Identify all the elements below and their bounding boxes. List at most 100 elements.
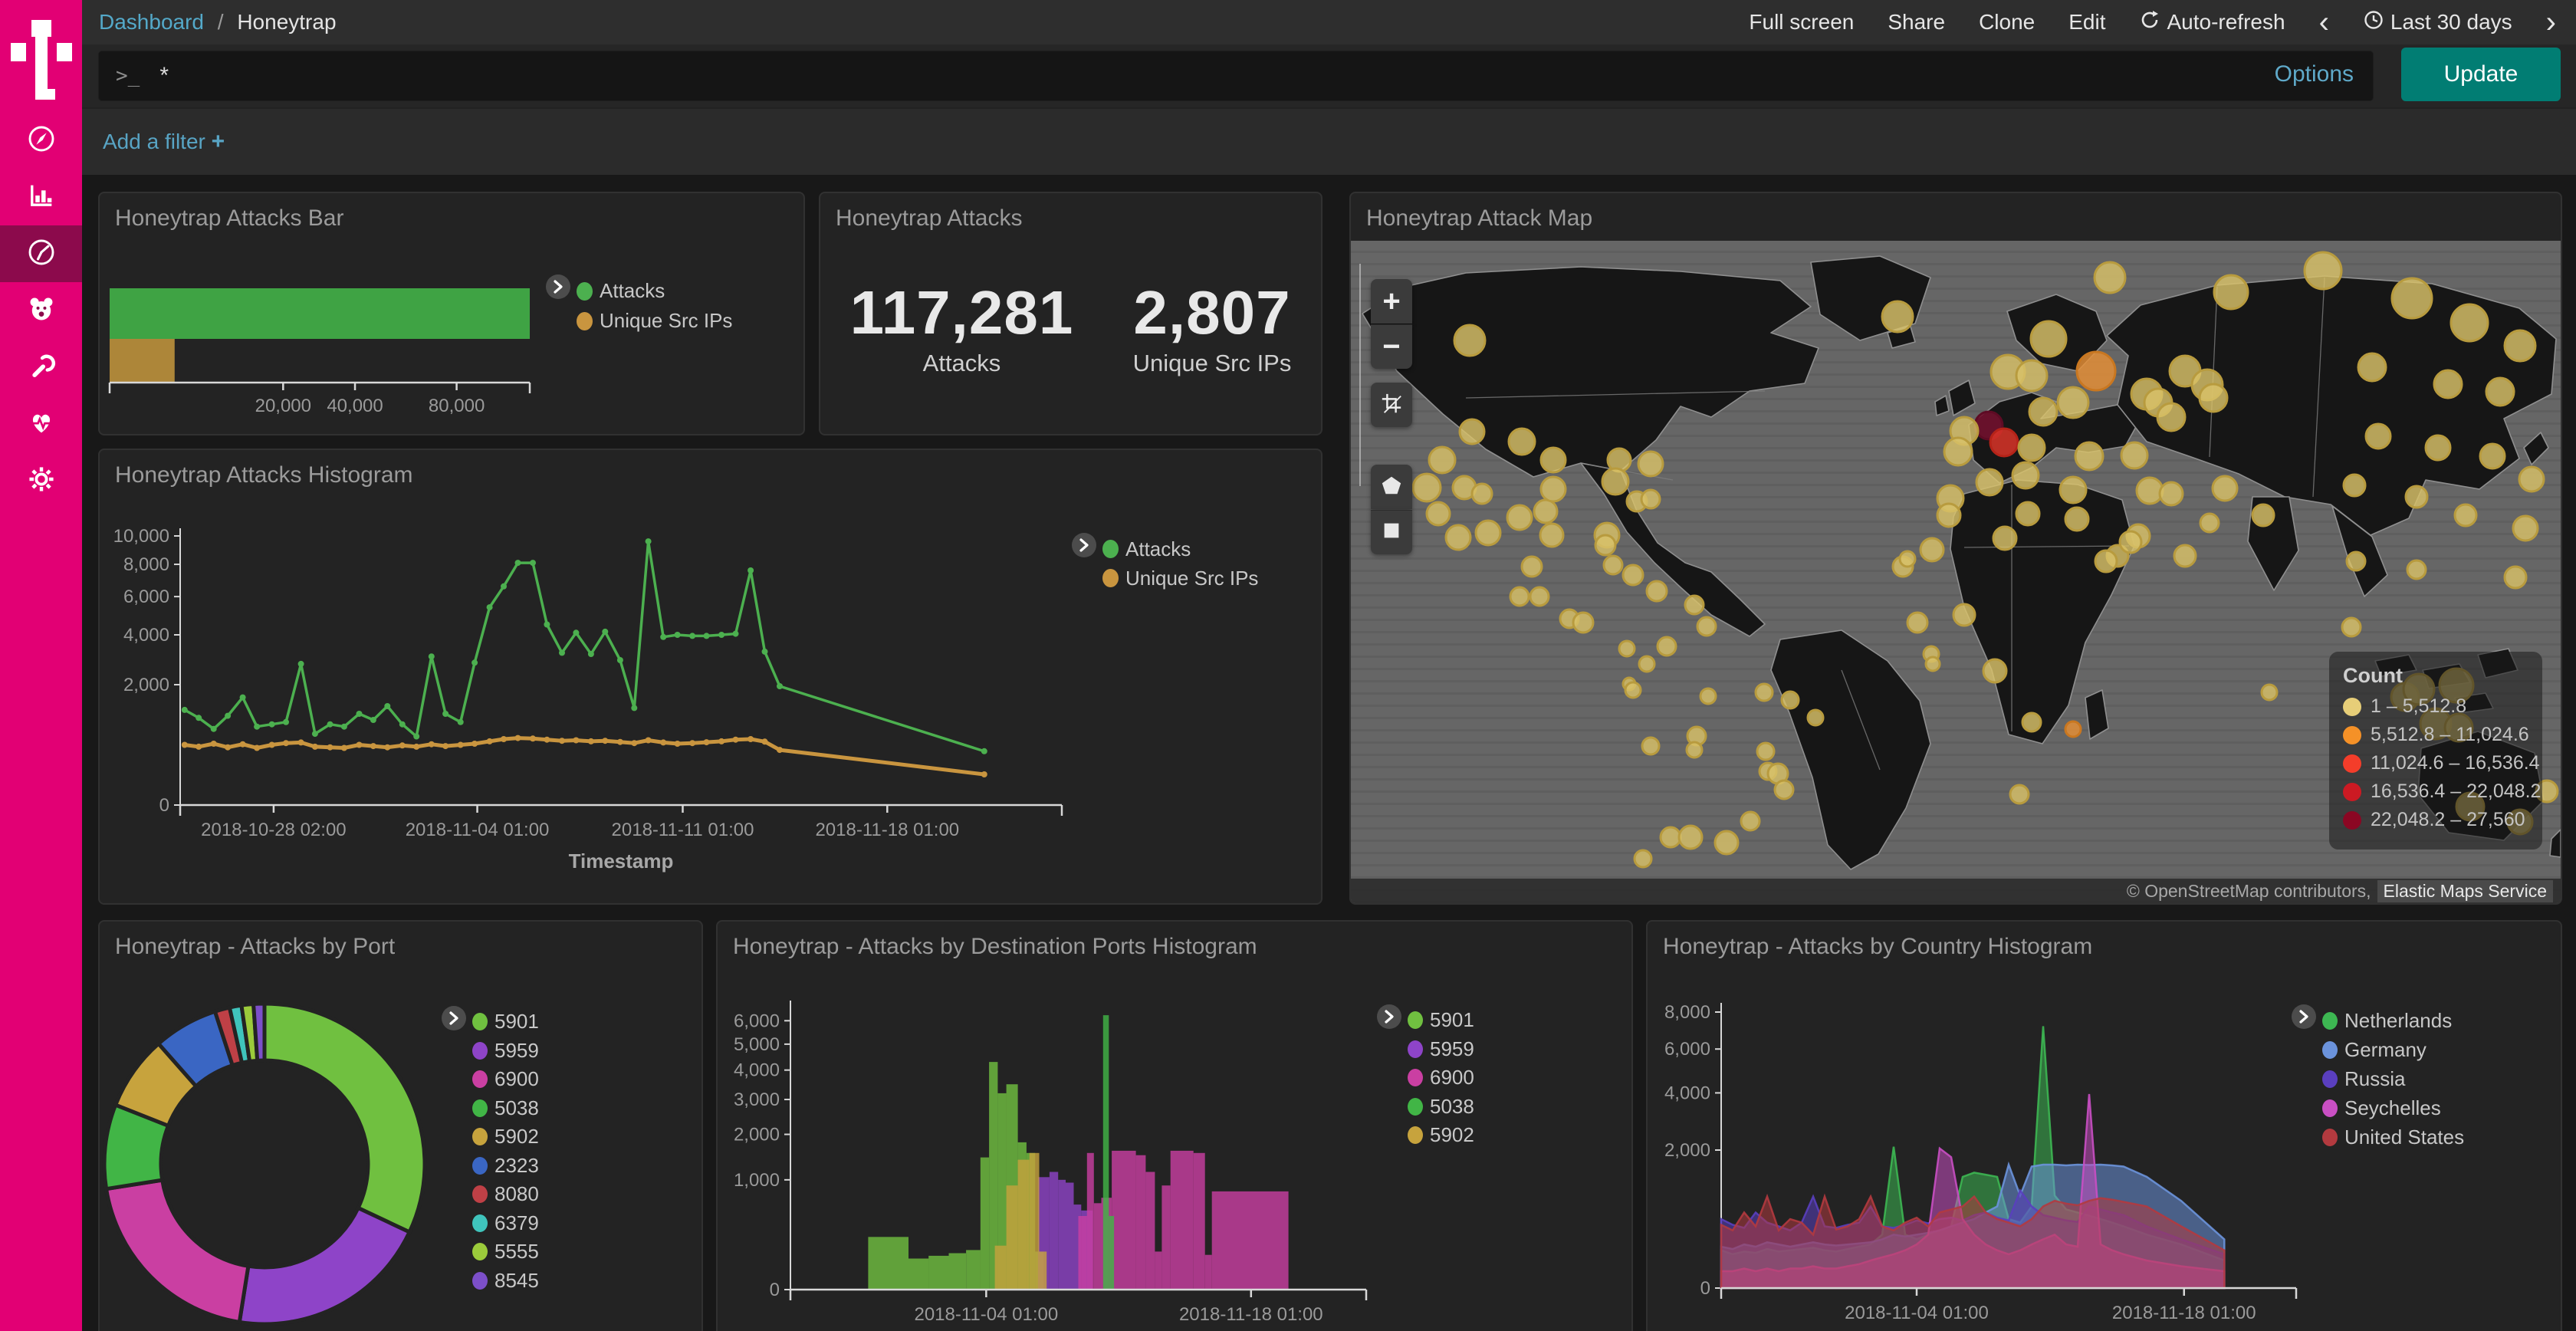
svg-text:0: 0 xyxy=(159,795,169,816)
wrench-icon xyxy=(26,350,57,385)
time-back-button[interactable]: ‹ xyxy=(2318,5,2329,39)
map-attack-marker xyxy=(2357,352,2387,383)
metric-unique-src-ips: 2,807 Unique Src IPs xyxy=(1132,278,1292,376)
legend-item[interactable]: 5901 xyxy=(472,1007,539,1037)
time-range-picker[interactable]: Last 30 days xyxy=(2363,9,2512,36)
ems-attribution[interactable]: Elastic Maps Service xyxy=(2377,879,2553,902)
legend-toggle-icon[interactable] xyxy=(442,1006,466,1030)
legend-item[interactable]: 5959 xyxy=(472,1037,539,1066)
map-attack-marker xyxy=(1943,436,1973,467)
legend-item[interactable]: Attacks xyxy=(1102,534,1258,564)
svg-text:0: 0 xyxy=(1700,1278,1710,1299)
legend-color-dot xyxy=(1408,1069,1423,1087)
map-attack-marker xyxy=(2017,433,2046,462)
svg-text:6,000: 6,000 xyxy=(123,587,169,607)
breadcrumb-dashboard-link[interactable]: Dashboard xyxy=(99,10,204,34)
osm-attribution[interactable]: © OpenStreetMap contributors, xyxy=(2126,880,2371,901)
map-attack-marker xyxy=(1529,586,1550,607)
legend-toggle-icon[interactable] xyxy=(1377,1004,1401,1029)
legend-color-dot xyxy=(1102,569,1119,587)
legend-item[interactable]: 5038 xyxy=(472,1094,539,1123)
legend-label: 2323 xyxy=(495,1153,539,1177)
legend-item[interactable]: 6379 xyxy=(472,1209,539,1238)
legend-item[interactable]: 5038 xyxy=(1408,1093,1474,1122)
share-button[interactable]: Share xyxy=(1888,10,1946,34)
crop-icon xyxy=(1380,388,1403,422)
legend-item[interactable]: 5902 xyxy=(1408,1121,1474,1150)
add-filter-link[interactable]: Add a filter + xyxy=(103,129,225,154)
map-attack-marker xyxy=(2056,386,2090,419)
donut-slice[interactable] xyxy=(262,1001,427,1235)
legend-item[interactable]: 6900 xyxy=(1408,1063,1474,1093)
legend-color-dot xyxy=(2322,1040,2338,1059)
donut-slice[interactable] xyxy=(251,1001,267,1063)
legend-toggle-icon[interactable] xyxy=(2292,1004,2316,1029)
legend-item[interactable]: Attacks xyxy=(577,276,732,306)
legend-color-dot xyxy=(472,1243,488,1261)
attack-map[interactable]: + − Count 1 – 5,512.8 5,512.8 – 11,024.6 1… xyxy=(1351,241,2561,903)
map-attack-marker xyxy=(1975,468,2004,497)
legend-toggle-icon[interactable] xyxy=(1072,533,1096,557)
legend-color-dot xyxy=(577,281,593,301)
legend-item[interactable]: Netherlands xyxy=(2322,1006,2464,1035)
map-zoom-in-button[interactable]: + xyxy=(1371,279,1412,324)
donut-slice[interactable] xyxy=(104,1178,251,1325)
svg-text:8,000: 8,000 xyxy=(1664,1002,1710,1023)
legend-item[interactable]: Seychelles xyxy=(2322,1093,2464,1122)
sidebar-item-discover[interactable] xyxy=(0,112,82,169)
map-attack-marker xyxy=(2390,277,2433,320)
sidebar-item-monitoring[interactable] xyxy=(0,396,82,452)
map-attack-marker xyxy=(1638,655,1656,673)
clone-button[interactable]: Clone xyxy=(1979,10,2036,34)
map-attack-marker xyxy=(2485,376,2515,407)
legend-item[interactable]: 8545 xyxy=(472,1267,539,1296)
time-forward-button[interactable]: › xyxy=(2545,5,2556,39)
legend-item[interactable]: 5555 xyxy=(472,1237,539,1267)
legend-item[interactable]: 8080 xyxy=(472,1180,539,1209)
map-attack-marker xyxy=(2074,441,2104,472)
map-attack-marker xyxy=(2260,683,2279,702)
map-zoom-out-button[interactable]: − xyxy=(1371,324,1412,369)
legend-item[interactable]: Unique Src IPs xyxy=(577,306,732,336)
svg-text:1,000: 1,000 xyxy=(734,1170,780,1191)
legend-item[interactable]: 5959 xyxy=(1408,1035,1474,1064)
legend-item[interactable]: 5902 xyxy=(472,1122,539,1152)
legend-item[interactable]: United States xyxy=(2322,1122,2464,1152)
sidebar-item-dev-tools[interactable] xyxy=(0,339,82,396)
sidebar-item-dashboard[interactable] xyxy=(0,225,82,282)
sidebar-item-visualize[interactable] xyxy=(0,169,82,225)
sidebar-item-tpot[interactable] xyxy=(0,282,82,339)
map-draw-polygon-button[interactable] xyxy=(1371,465,1412,509)
legend-label: Attacks xyxy=(600,279,665,302)
map-attack-marker xyxy=(1506,504,1533,531)
full-screen-button[interactable]: Full screen xyxy=(1749,10,1855,34)
legend-item[interactable]: Unique Src IPs xyxy=(1102,564,1258,593)
legend-color-dot xyxy=(472,1041,488,1060)
legend-item[interactable]: Russia xyxy=(2322,1064,2464,1093)
options-link[interactable]: Options xyxy=(2274,61,2354,87)
t-mobile-logo[interactable] xyxy=(0,6,82,106)
legend-item[interactable]: 5901 xyxy=(1408,1006,1474,1035)
update-button[interactable]: Update xyxy=(2401,48,2561,101)
svg-text:2018-10-28 02:00: 2018-10-28 02:00 xyxy=(201,820,347,840)
metric-values: 117,281 Attacks 2,807 Unique Src IPs xyxy=(820,278,1321,377)
auto-refresh-button[interactable]: Auto-refresh xyxy=(2139,9,2285,36)
edit-button[interactable]: Edit xyxy=(2068,10,2106,34)
map-attack-marker xyxy=(1453,324,1487,357)
map-draw-rectangle-button[interactable] xyxy=(1371,510,1412,554)
legend-item[interactable]: Germany xyxy=(2322,1035,2464,1064)
donut-slice[interactable] xyxy=(237,1205,412,1326)
sidebar-item-management[interactable] xyxy=(0,452,82,509)
search-input[interactable]: >_ * xyxy=(98,51,2374,101)
legend-toggle-icon[interactable] xyxy=(546,274,570,299)
attacks-histogram-chart: 0 2,000 4,000 6,000 8,000 10,000 2018-10-28 02… xyxy=(100,450,1321,903)
breadcrumb-current: Honeytrap xyxy=(237,10,337,34)
map-fit-data-button[interactable] xyxy=(1371,383,1412,427)
map-attack-marker xyxy=(1539,446,1567,474)
legend-color-dot xyxy=(472,1070,488,1089)
map-attack-marker xyxy=(1696,616,1717,637)
panel-attacks-by-port: Honeytrap - Attacks by Port 5901 5959 6900… xyxy=(98,920,703,1331)
map-attribution: © OpenStreetMap contributors, Elastic Ma… xyxy=(1351,879,2561,903)
legend-item[interactable]: 6900 xyxy=(472,1065,539,1094)
legend-item[interactable]: 2323 xyxy=(472,1152,539,1181)
